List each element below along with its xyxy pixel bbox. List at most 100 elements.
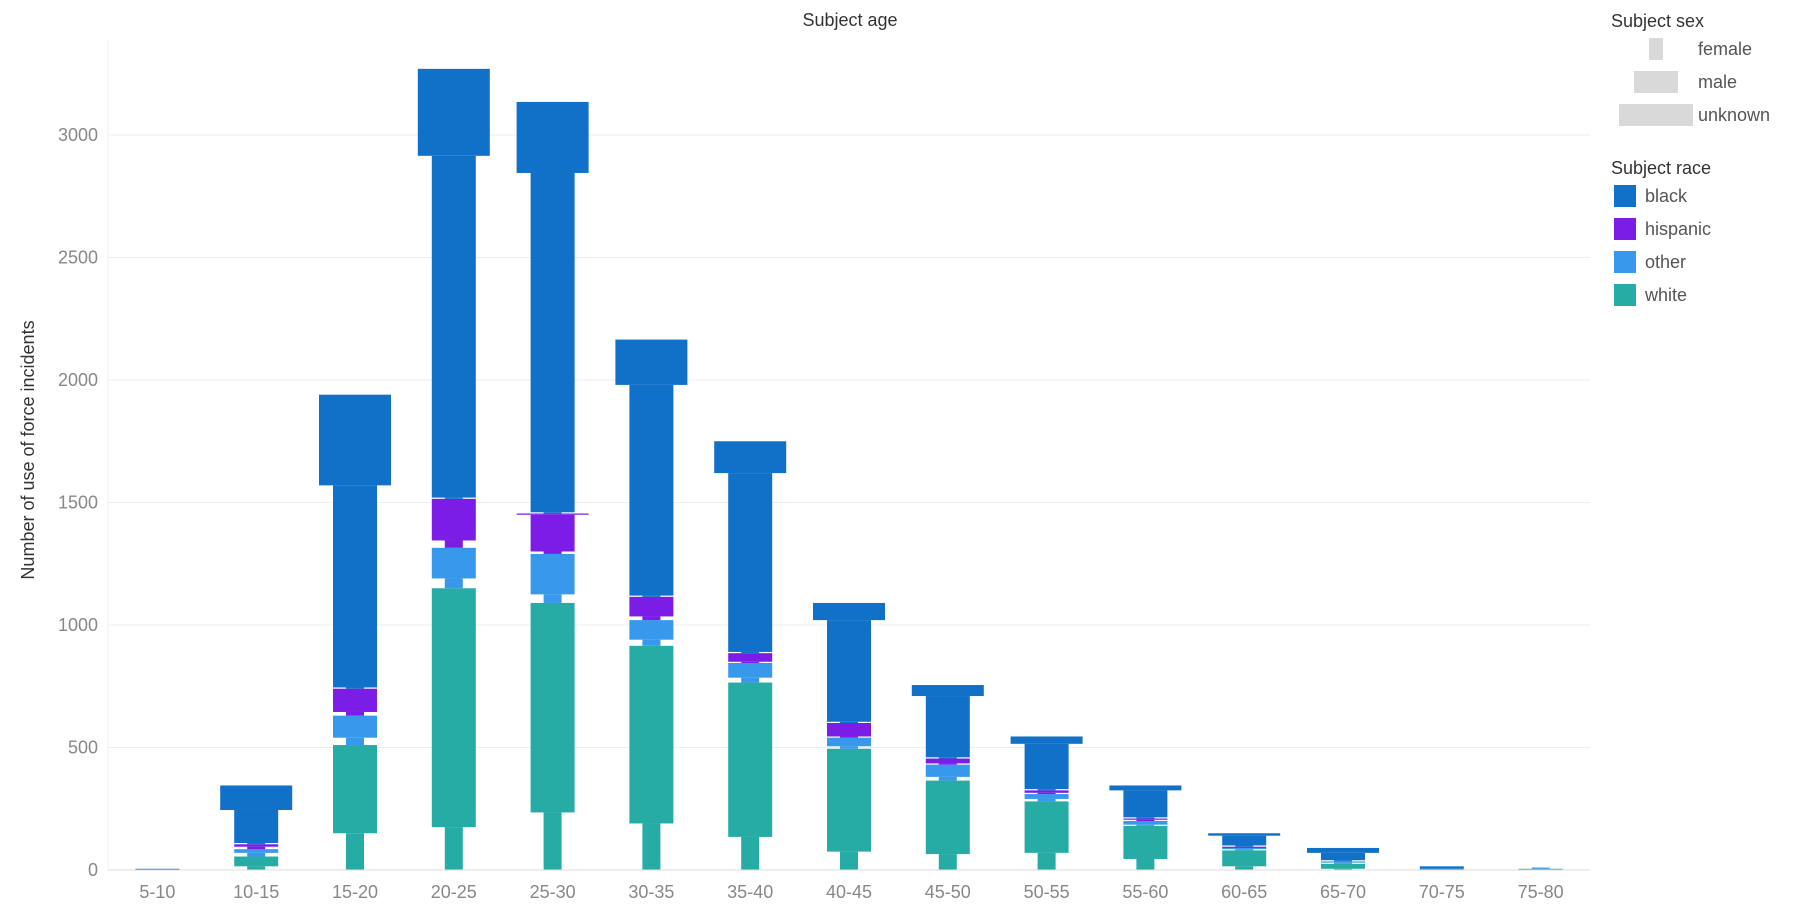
bar-hispanic-male	[925, 758, 970, 764]
legend-sex-swatch-female	[1649, 38, 1663, 60]
bar-other-female	[444, 578, 463, 589]
bar-hispanic-male	[728, 653, 773, 662]
legend-sex-label: female	[1698, 39, 1752, 59]
x-tick-label: 60-65	[1221, 882, 1267, 902]
bar-white-female	[741, 836, 760, 870]
bars-layer	[135, 68, 1563, 870]
bar-other-male	[925, 764, 970, 777]
bar-hispanic-female	[741, 661, 760, 663]
bar-black-female	[840, 721, 858, 723]
bar-white-male	[431, 588, 476, 828]
bar-black-unknown	[1307, 847, 1379, 853]
bar-white-female	[938, 854, 957, 870]
bar-black-female	[543, 512, 562, 514]
x-tick-label: 10-15	[233, 882, 279, 902]
bar-white-male	[333, 745, 377, 834]
bar-other-male	[827, 737, 871, 747]
axes-layer: 0 500 1000 1500 2000 2500 3000 5-10 10-15 15-20 20…	[58, 40, 1590, 902]
bar-black-unknown	[911, 685, 984, 697]
bar-black-male	[1222, 835, 1267, 846]
bar-other-male	[530, 553, 575, 595]
bar-black-unknown	[417, 68, 490, 156]
bar-black-male	[827, 620, 871, 722]
legend-race-label: white	[1644, 285, 1687, 305]
legend-sex-label: unknown	[1698, 105, 1770, 125]
bar-black-unknown	[1208, 833, 1281, 836]
bar-other-female	[1334, 862, 1352, 864]
bar-white-male	[234, 856, 279, 867]
bar-other-male	[629, 620, 674, 640]
bar-white-male	[629, 645, 674, 824]
bar-white-male	[1024, 801, 1069, 853]
bar-black-unknown	[714, 441, 787, 474]
bar-other-male	[728, 662, 773, 678]
y-axis-label: Number of use of force incidents	[18, 320, 38, 579]
legend: Subject sex female male unknown Subject race…	[1611, 11, 1770, 306]
chart-title: Subject age	[802, 10, 897, 30]
bar-black-male	[1321, 852, 1365, 861]
bar-white-male	[827, 748, 871, 852]
bar-other-female	[247, 852, 266, 857]
bar-black-female	[247, 843, 266, 845]
bar-hispanic-male	[629, 596, 674, 617]
bar-hispanic-male	[1222, 846, 1267, 848]
bar-white-male	[1419, 868, 1464, 870]
bar-other-female	[346, 737, 364, 746]
legend-race-swatch-white	[1614, 284, 1636, 306]
bar-hispanic-male	[333, 688, 377, 712]
bar-black-male	[333, 485, 377, 688]
legend-race-label: black	[1645, 186, 1688, 206]
bar-hispanic-male	[431, 498, 476, 541]
bar-other-female	[938, 776, 957, 781]
x-tick-label: 75-80	[1518, 882, 1564, 902]
bar-other-female	[741, 677, 760, 683]
bar-black-female	[741, 651, 760, 654]
bar-white-male	[925, 780, 970, 855]
bar-hispanic-male	[1024, 790, 1069, 793]
bar-white-male	[728, 682, 773, 837]
bar-white-female	[1334, 868, 1352, 870]
bar-black-unknown	[220, 785, 293, 810]
bar-black-unknown	[615, 339, 688, 385]
bar-white-female	[1136, 858, 1155, 870]
bar-hispanic-unknown	[516, 513, 589, 515]
bar-hispanic-female	[938, 763, 957, 765]
bar-white-male	[530, 602, 575, 813]
bar-other-female	[1037, 798, 1056, 802]
x-tick-label: 50-55	[1024, 882, 1070, 902]
bar-black-male	[431, 155, 476, 498]
legend-sex-swatch-unknown	[1619, 104, 1693, 126]
bar-other-male	[234, 849, 279, 853]
bar-white-male	[1321, 863, 1365, 869]
bar-hispanic-female	[247, 846, 266, 850]
bar-white-female	[444, 827, 463, 870]
bar-other-male	[431, 547, 476, 579]
bar-black-male	[925, 696, 970, 758]
legend-sex-title: Subject sex	[1611, 11, 1704, 31]
legend-race-swatch-hispanic	[1614, 218, 1636, 240]
bar-white-female	[543, 812, 562, 870]
x-tick-label: 5-10	[139, 882, 175, 902]
bar-hispanic-male	[1123, 818, 1168, 820]
bar-white-female	[840, 851, 858, 870]
bar-white-female	[247, 866, 266, 870]
bar-hispanic-male	[530, 514, 575, 552]
legend-race-swatch-black	[1614, 185, 1636, 207]
bar-white-female	[642, 823, 661, 870]
bar-other-male	[1123, 821, 1168, 825]
bar-other-female	[1531, 867, 1550, 869]
bar-black-female	[938, 757, 957, 759]
bar-black-unknown	[1109, 785, 1182, 791]
y-tick-label: 2000	[58, 370, 98, 390]
bar-black-female	[1037, 789, 1056, 791]
legend-sex-swatch-male	[1634, 71, 1678, 93]
bar-hispanic-female	[444, 540, 463, 548]
legend-race-label: other	[1645, 252, 1686, 272]
bar-black-unknown	[516, 101, 589, 173]
bar-white-male	[1518, 868, 1563, 870]
legend-race-swatch-other	[1614, 251, 1636, 273]
bar-other-female	[840, 746, 858, 749]
bar-hispanic-female	[543, 551, 562, 554]
bar-black-unknown	[319, 394, 391, 486]
